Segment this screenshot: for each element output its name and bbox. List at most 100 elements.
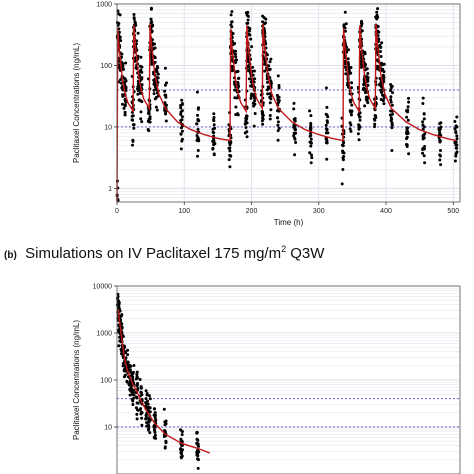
- data-point: [277, 126, 281, 130]
- data-point: [364, 97, 368, 101]
- data-point: [264, 17, 268, 21]
- x-tick-label: 500: [447, 208, 459, 215]
- data-point: [324, 112, 328, 116]
- data-point: [134, 377, 138, 381]
- data-point: [230, 10, 234, 14]
- data-point: [123, 98, 127, 102]
- data-point: [341, 168, 345, 171]
- data-point: [146, 423, 150, 427]
- data-point: [276, 138, 280, 142]
- y-tick-label: 1: [108, 186, 112, 193]
- data-point: [139, 110, 143, 114]
- data-point: [293, 132, 297, 135]
- data-point: [196, 149, 200, 152]
- data-point: [165, 81, 168, 85]
- data-point: [121, 94, 125, 98]
- panel-b-caption: (b) Simulations on IV Paclitaxel 175 mg/…: [4, 244, 324, 262]
- data-point: [343, 26, 347, 30]
- data-point: [249, 37, 253, 41]
- data-point: [246, 18, 250, 22]
- data-point: [373, 122, 377, 126]
- data-point: [344, 22, 348, 26]
- data-point: [349, 113, 353, 117]
- data-point: [326, 115, 330, 119]
- data-point: [308, 151, 312, 155]
- data-point: [438, 122, 442, 126]
- data-point: [276, 123, 280, 127]
- data-point: [138, 378, 142, 381]
- data-point: [389, 100, 393, 104]
- data-point: [154, 95, 158, 99]
- data-point: [349, 129, 353, 133]
- data-point: [378, 77, 382, 80]
- data-point: [152, 78, 156, 82]
- data-point: [365, 75, 369, 79]
- data-point: [438, 158, 442, 162]
- data-point: [146, 428, 150, 432]
- data-point: [422, 112, 426, 116]
- data-point: [350, 103, 354, 107]
- data-point: [246, 21, 250, 25]
- data-point: [268, 92, 272, 96]
- data-point: [179, 132, 183, 136]
- panel-b-plot: 10 100 1000 10000 Paclitaxel Concentrations …: [72, 284, 461, 474]
- data-point: [231, 32, 235, 35]
- data-point: [249, 96, 253, 100]
- data-point: [135, 372, 139, 376]
- data-point: [325, 119, 329, 123]
- data-point: [128, 393, 132, 397]
- data-point: [139, 68, 143, 72]
- data-point: [341, 151, 345, 155]
- data-point: [126, 353, 130, 357]
- data-point: [229, 13, 233, 17]
- data-point: [135, 412, 139, 416]
- data-point: [422, 117, 426, 121]
- data-point: [233, 88, 237, 92]
- data-point: [292, 118, 296, 121]
- data-point: [139, 407, 143, 411]
- data-point: [155, 108, 159, 112]
- data-point: [233, 52, 237, 56]
- data-point: [132, 364, 136, 367]
- data-point: [252, 104, 256, 108]
- data-point: [347, 48, 350, 52]
- data-point: [366, 101, 370, 105]
- data-point: [129, 364, 133, 368]
- data-point: [212, 123, 216, 127]
- data-point: [148, 397, 152, 401]
- data-point: [269, 82, 273, 85]
- data-point: [148, 406, 152, 410]
- data-point: [164, 119, 168, 123]
- data-point: [148, 431, 152, 435]
- y-tick-label: 100: [100, 378, 112, 385]
- data-point: [149, 21, 153, 25]
- data-point: [180, 115, 184, 119]
- data-point: [140, 70, 144, 74]
- data-point: [150, 24, 154, 28]
- data-point: [156, 72, 160, 76]
- data-point: [197, 106, 200, 110]
- data-point: [247, 26, 251, 30]
- data-point: [136, 31, 140, 35]
- data-point: [268, 117, 272, 121]
- data-point: [139, 390, 143, 394]
- data-point: [144, 417, 148, 421]
- data-point: [247, 29, 251, 33]
- data-point: [309, 121, 313, 125]
- data-point: [124, 350, 128, 354]
- data-point: [243, 131, 247, 135]
- data-point: [135, 396, 139, 400]
- data-point: [309, 144, 313, 148]
- data-point: [437, 128, 441, 132]
- data-point: [391, 112, 394, 116]
- data-point: [381, 63, 385, 66]
- data-point: [382, 70, 386, 74]
- data-point: [249, 84, 252, 88]
- data-point: [212, 153, 216, 157]
- data-point: [135, 384, 139, 387]
- data-point: [379, 50, 382, 53]
- data-point: [382, 96, 386, 100]
- data-point: [211, 127, 215, 131]
- data-point: [228, 165, 232, 169]
